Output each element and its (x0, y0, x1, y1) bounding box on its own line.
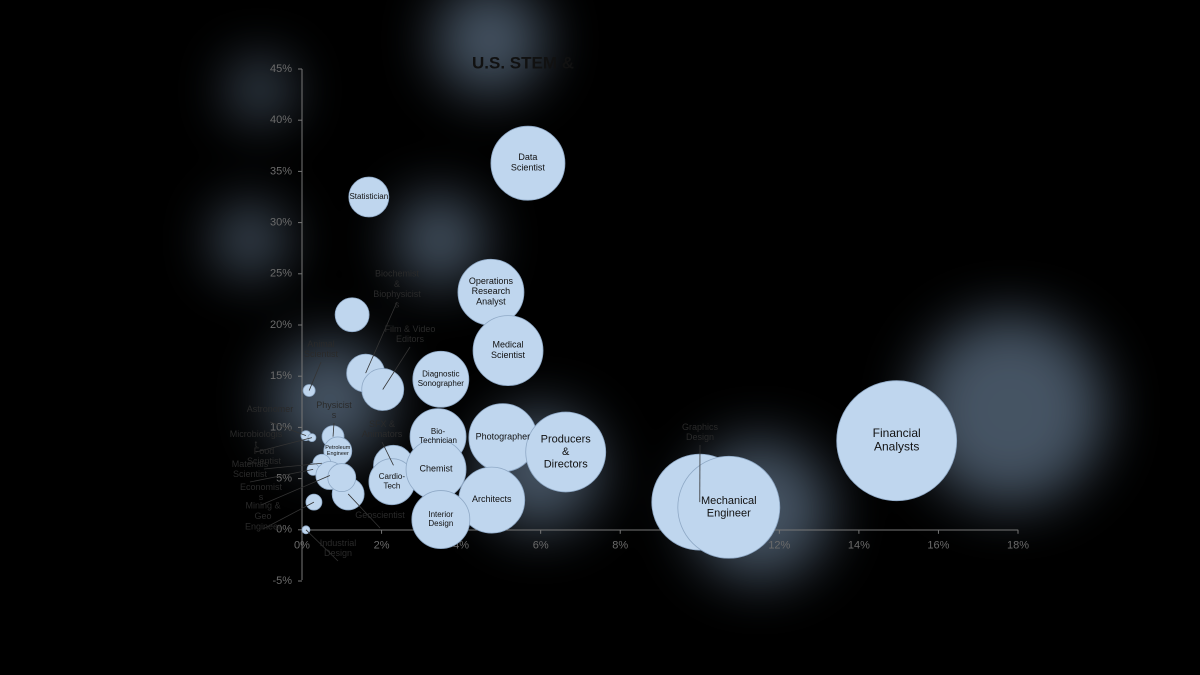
y-tick-label: -5% (272, 575, 292, 587)
leader-line (308, 361, 322, 391)
y-tick-label: 5% (276, 473, 292, 485)
x-tick-label: 16% (927, 540, 949, 552)
leader-line (305, 529, 339, 562)
x-tick-label: 18% (1007, 540, 1029, 552)
y-tick-label: 40% (270, 114, 292, 126)
bubble-label: Astronomer (247, 404, 294, 414)
bubble-label: Diagnostic Sonographer (418, 370, 465, 388)
bubble-label: SFX & Animators (362, 419, 403, 439)
bubble-label: Physicist s (316, 400, 352, 420)
leader-line (255, 437, 313, 453)
y-tick-label: 0% (276, 524, 292, 536)
y-tick-label: 15% (270, 370, 292, 382)
leader-line (365, 301, 398, 374)
bubbles (300, 125, 958, 559)
x-tick-label: 14% (848, 540, 870, 552)
leader-line (263, 462, 322, 470)
bubble-label: Medical Scientist (491, 340, 526, 360)
x-tick-label: 2% (374, 540, 390, 552)
bubble (836, 380, 958, 502)
bubble-label: Mechanical Engineer (701, 495, 757, 520)
bubble (412, 350, 470, 408)
bubble (411, 490, 471, 549)
y-tick-label: 30% (270, 217, 292, 229)
bubble-label: Financial Analysts (873, 426, 921, 454)
bubble-label: Petroleum Engineer (325, 445, 350, 457)
leader-line (381, 441, 394, 466)
bubble (490, 125, 566, 201)
bubble-label: Statistician (349, 192, 388, 201)
bubble-label: Biochemist & Biophysicist s (373, 269, 421, 310)
leader-line (262, 501, 315, 530)
bubble-label: Film & Video Editors (385, 324, 436, 344)
labels: Data Scientist Statistician Operations Resea… (230, 152, 921, 562)
bubble-label: Industrial Design (320, 538, 357, 558)
bubble-label: Mining & Geo Engineer (245, 501, 281, 532)
x-tick-label: 8% (612, 540, 628, 552)
y-tick-label: 20% (270, 319, 292, 331)
bubble-label: Geoscientist (355, 510, 405, 520)
bubble-label: Graphics Design (682, 422, 719, 442)
bubble (348, 176, 390, 218)
bubble-label: Economist s (240, 482, 283, 502)
bubble-label: Operations Research Analyst (469, 276, 514, 307)
bubble-label: Interior Design (428, 510, 453, 528)
y-tick-label: 35% (270, 165, 292, 177)
x-tick-label: 0% (294, 540, 310, 552)
bubble-label: Data Scientist (511, 152, 546, 172)
bubble-label: Food Scientist (247, 446, 282, 466)
bubble-label: Cardio-Tech (379, 472, 406, 490)
bubble (525, 411, 607, 493)
bubble-label: Producers & Directors (541, 433, 592, 470)
x-tick-label: 6% (533, 540, 549, 552)
chart-title: U.S. STEM & (472, 53, 574, 72)
leader-line (332, 422, 335, 437)
y-tick-label: 25% (270, 268, 292, 280)
y-tick-label: 45% (270, 63, 292, 75)
x-tick-label: 12% (768, 540, 790, 552)
bubble-label: Architects (472, 494, 512, 504)
bubble (334, 297, 370, 333)
leader-line (382, 346, 411, 390)
leader-line (347, 493, 381, 529)
bubble-label: Materials Scientist (232, 459, 269, 479)
bubble (327, 463, 357, 492)
leader-line (260, 475, 331, 506)
bubble-label: Bio-Technician (419, 427, 457, 445)
leader-line (269, 421, 307, 436)
bubble-label: Chemist (420, 464, 454, 474)
leader-line (249, 468, 314, 483)
bubble-label: Photographer (476, 432, 531, 442)
bubble-label: Animal Scientist (304, 339, 339, 359)
bubble (472, 315, 544, 387)
bubble (677, 455, 781, 559)
bubble-label: Microbiologis t (230, 429, 283, 449)
